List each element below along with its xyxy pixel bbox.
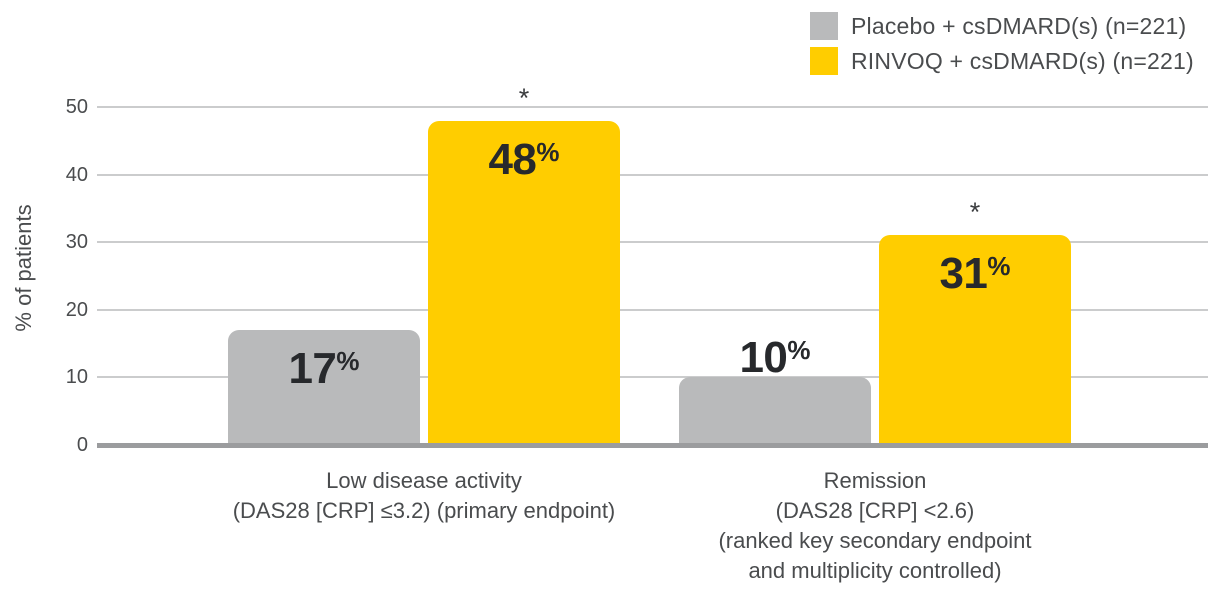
category-label-line: Low disease activity: [326, 468, 522, 493]
value-label: 10%: [739, 333, 811, 383]
y-tick-label: 20: [65, 298, 88, 321]
legend-label: RINVOQ + csDMARD(s) (n=221): [851, 47, 1194, 74]
category-label-line: (DAS28 [CRP] ≤3.2) (primary endpoint): [232, 498, 616, 523]
bar-placebo-1: [679, 377, 871, 448]
gridline: [97, 308, 1208, 311]
category-label-1: Remission (DAS28 [CRP] <2.6) (ranked key s…: [555, 466, 1195, 586]
bar-placebo-0: [228, 330, 420, 448]
significance-asterisk: *: [969, 197, 981, 228]
category-label-line: (ranked key secondary endpoint: [718, 528, 1032, 553]
value-label: 48%: [488, 134, 560, 184]
legend-label: Placebo + csDMARD(s) (n=221): [851, 12, 1187, 39]
y-tick-label: 50: [65, 96, 88, 118]
category-label-0: Low disease activity (DAS28 [CRP] ≤3.2) (…: [104, 466, 744, 526]
gridline: [97, 173, 1208, 176]
legend-item: RINVOQ + csDMARD(s) (n=221): [810, 47, 1194, 75]
category-label-line: (DAS28 [CRP] <2.6): [775, 498, 975, 523]
legend-swatch-rinvoq: [810, 47, 838, 75]
y-axis-title: % of patients: [11, 204, 36, 332]
y-tick-label: 40: [65, 163, 88, 186]
category-label-line: Remission: [823, 468, 927, 493]
gridline: [97, 376, 1208, 379]
value-label: 17%: [288, 344, 360, 394]
value-label: 31%: [939, 249, 1011, 299]
gridline: [97, 241, 1208, 244]
legend-swatch-placebo: [810, 12, 838, 40]
legend-item: Placebo + csDMARD(s) (n=221): [810, 12, 1186, 40]
category-label-line: and multiplicity controlled): [748, 558, 1002, 583]
bar-rinvoq-1: [879, 235, 1071, 448]
bar-rinvoq-0: [428, 120, 620, 448]
significance-asterisk: *: [518, 82, 530, 113]
y-tick-label: 10: [65, 366, 88, 389]
y-tick-label: 30: [65, 231, 88, 254]
gridline: [97, 106, 1208, 108]
x-axis-baseline: [97, 443, 1208, 448]
y-tick-label: 0: [76, 434, 88, 456]
